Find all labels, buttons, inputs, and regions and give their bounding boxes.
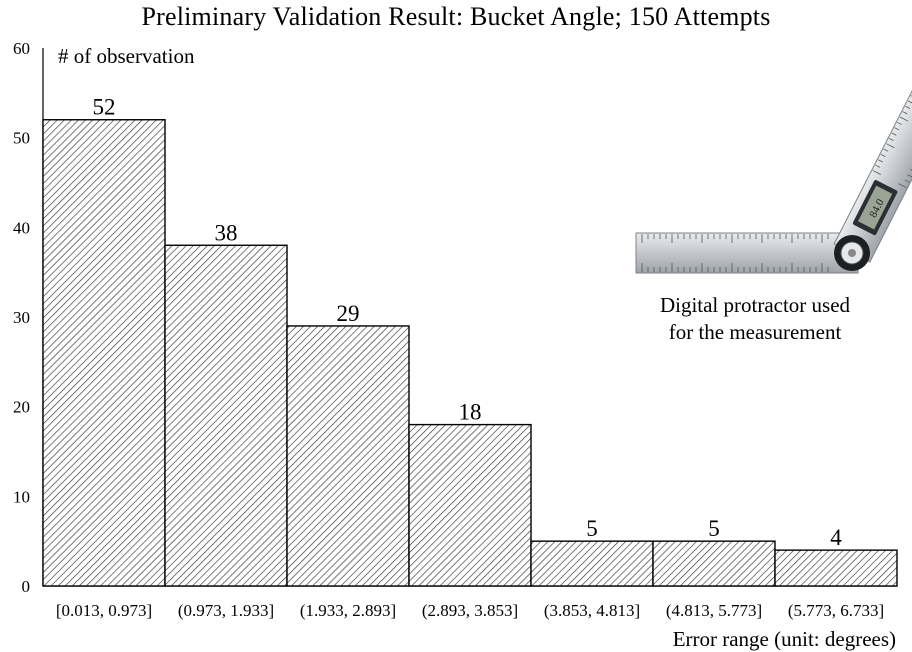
y-axis-label: # of observation (58, 44, 195, 68)
bar-value-label-2: 29 (337, 301, 360, 326)
x-tick-label-4: (3.853, 4.813] (544, 601, 640, 620)
bar-value-label-4: 5 (586, 516, 598, 541)
x-tick-label-0: [0.013, 0.973] (56, 601, 152, 620)
y-tick-label-40: 40 (13, 218, 30, 237)
bar-value-label-0: 52 (93, 95, 116, 120)
protractor-caption: Digital protractor used for the measurem… (620, 292, 890, 346)
y-tick-label-20: 20 (13, 398, 30, 417)
bar-4 (530, 540, 654, 587)
x-tick-label-1: (0.973, 1.933] (178, 601, 274, 620)
bar-2 (286, 325, 410, 587)
y-tick-label-30: 30 (13, 308, 30, 327)
x-axis-label: Error range (unit: degrees) (672, 627, 896, 651)
x-tick-label-2: (1.933, 2.893] (300, 601, 396, 620)
bar-5 (652, 540, 776, 587)
x-tick-label-5: (4.813, 5.773] (666, 601, 762, 620)
bar-value-label-3: 18 (459, 400, 482, 425)
tick-labels: 0 10 20 30 40 50 60 [0.013, 0.973] (0.973, 1.933… (13, 39, 884, 620)
digital-protractor-icon: 84.0 (635, 65, 912, 274)
bars (42, 119, 898, 587)
x-tick-label-6: (5.773, 6.733] (788, 601, 884, 620)
y-tick-label-0: 0 (22, 577, 31, 596)
bar-value-label-1: 38 (215, 220, 238, 245)
chart-title: Preliminary Validation Result: Bucket An… (141, 2, 771, 31)
bar-1 (164, 244, 288, 587)
x-tick-label-3: (2.893, 3.853] (422, 601, 518, 620)
bar-labels: 52 38 29 18 5 5 4 (93, 95, 843, 550)
caption-line-2: for the measurement (668, 320, 842, 344)
caption-line-1: Digital protractor used (659, 293, 851, 317)
y-tick-label-50: 50 (13, 129, 30, 148)
bar-value-label-5: 5 (708, 516, 720, 541)
bar-value-label-6: 4 (830, 525, 842, 550)
bar-3 (408, 423, 532, 587)
bar-6 (774, 549, 898, 587)
bar-0 (42, 119, 166, 587)
y-tick-label-10: 10 (13, 487, 30, 506)
y-tick-label-60: 60 (13, 39, 30, 58)
